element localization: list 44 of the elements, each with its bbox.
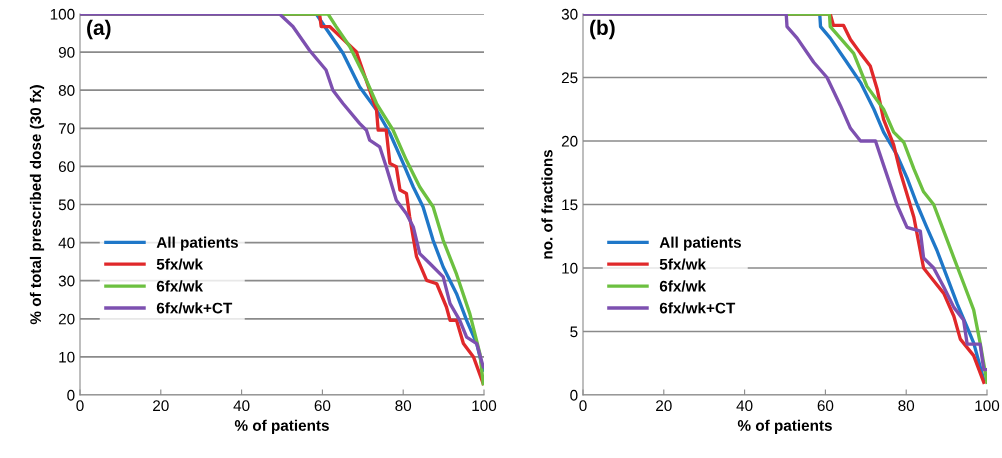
y-tick-label: 10 xyxy=(59,351,75,363)
x-tick-label: 80 xyxy=(898,400,915,412)
y-axis-title: no. of fractions xyxy=(541,149,553,259)
y-axis-title: % of total prescribed dose (30 fx) xyxy=(29,85,45,325)
chart-title: (b) xyxy=(590,19,615,40)
y-tick-label: 20 xyxy=(561,135,578,147)
x-tick-label: 40 xyxy=(736,400,753,412)
x-tick-label: 60 xyxy=(314,400,331,412)
legend-label: All patients xyxy=(659,236,741,251)
y-tick-label: 20 xyxy=(58,313,75,325)
y-tick-label: 30 xyxy=(58,275,75,287)
y-tick-label: 60 xyxy=(58,161,75,173)
y-tick-label: 0 xyxy=(67,389,75,401)
y-tick-label: 25 xyxy=(561,72,578,84)
y-tick-label: 90 xyxy=(58,46,75,58)
y-tick-label: 30 xyxy=(561,8,578,20)
x-tick-label: 0 xyxy=(76,400,84,412)
x-tick-label: 20 xyxy=(656,400,672,412)
x-tick-label: 100 xyxy=(975,400,1000,412)
y-tick-label: 10 xyxy=(562,262,578,274)
legend-label: 5fx/wk xyxy=(156,258,204,270)
x-tick-label: 40 xyxy=(233,400,250,412)
x-tick-label: 100 xyxy=(472,400,497,412)
y-tick-label: 0 xyxy=(570,389,578,401)
legend-label: 6fx/wk xyxy=(156,280,204,292)
x-tick-label: 80 xyxy=(395,400,412,412)
legend-label: 5fx/wk xyxy=(659,258,707,270)
x-tick-label: 60 xyxy=(817,400,834,412)
y-tick-label: 40 xyxy=(58,237,75,249)
legend-label: All patients xyxy=(156,236,238,251)
y-tick-label: 100 xyxy=(50,8,75,20)
y-tick-label: 15 xyxy=(562,199,578,211)
chart-title: (a) xyxy=(87,19,111,40)
legend-label: 6fx/wk xyxy=(659,280,707,292)
x-axis-title: % of patients xyxy=(234,419,329,434)
legend-label: 6fx/wk+CT xyxy=(659,302,736,314)
x-tick-label: 20 xyxy=(153,400,169,412)
x-axis-title: % of patients xyxy=(737,419,832,434)
x-tick-label: 0 xyxy=(579,400,587,412)
y-tick-label: 80 xyxy=(58,85,75,96)
y-tick-label: 70 xyxy=(58,123,75,134)
y-tick-label: 50 xyxy=(58,199,75,211)
legend-label: 6fx/wk+CT xyxy=(156,302,233,314)
y-tick-label: 5 xyxy=(570,326,578,338)
